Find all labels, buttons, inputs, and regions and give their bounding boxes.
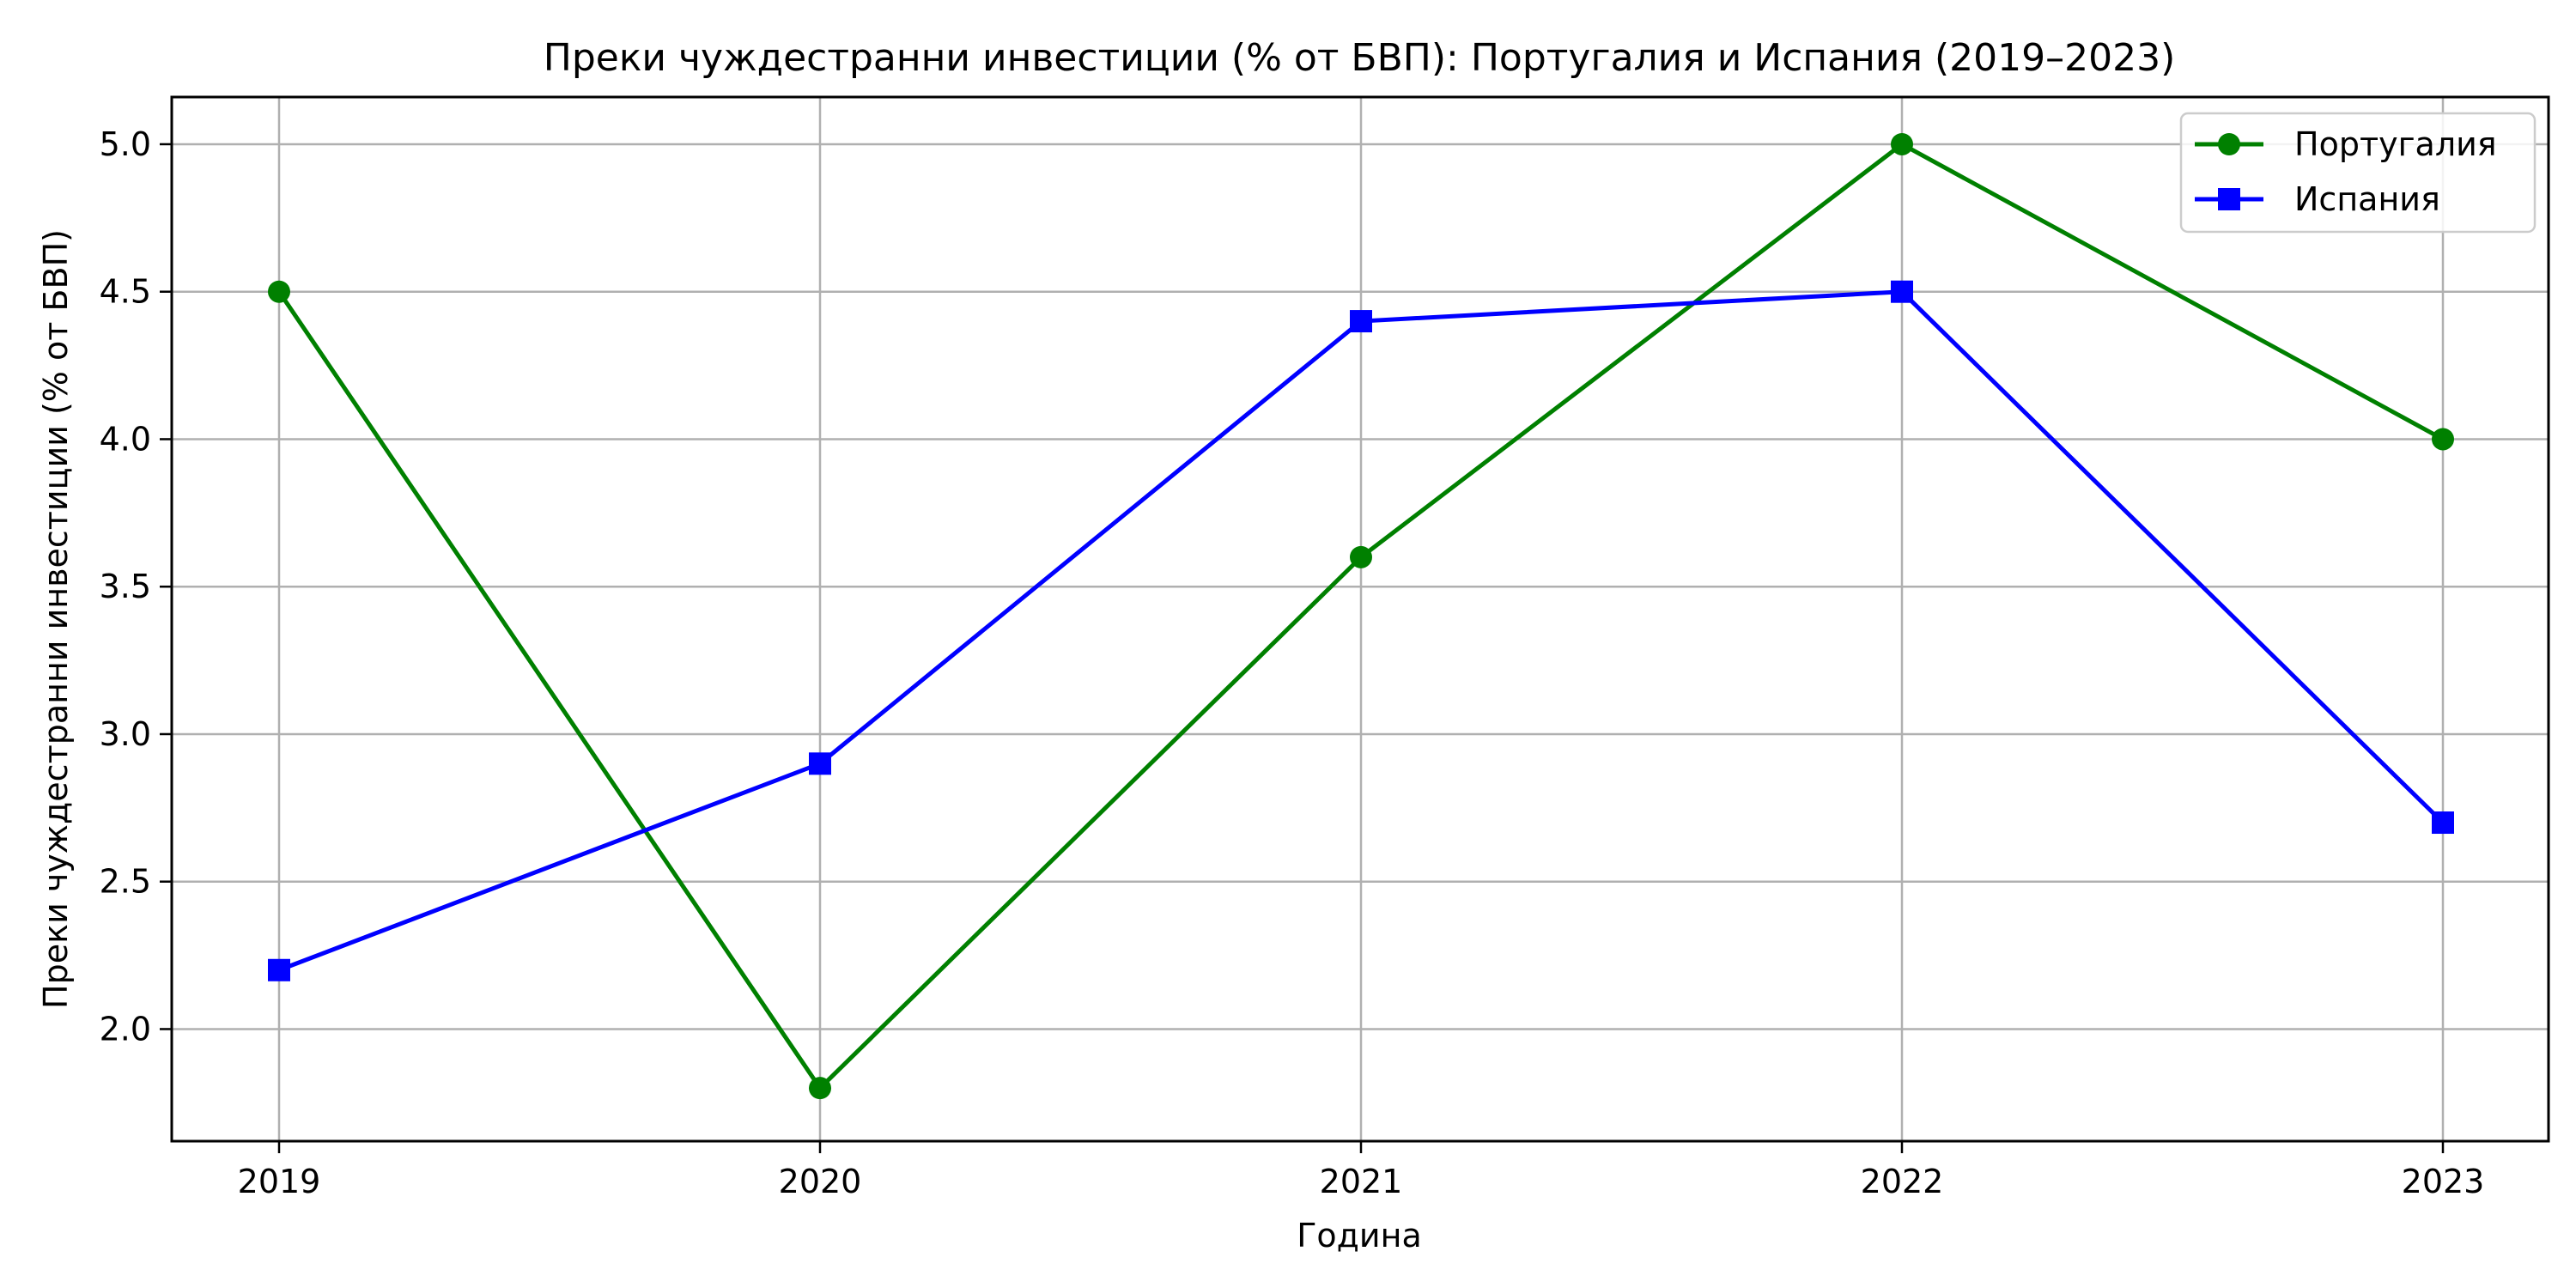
chart-title: Преки чуждестранни инвестиции (% от БВП)… [544,36,2175,80]
x-tick-label: 2021 [1320,1163,1403,1200]
y-axis-label: Преки чуждестранни инвестиции (% от БВП) [37,229,75,1009]
data-point-circle [268,280,290,303]
x-tick-label: 2023 [2402,1163,2485,1200]
data-point-circle [1350,545,1372,568]
legend-marker-square [2218,188,2240,210]
data-point-square [1891,280,1913,303]
legend-label: Испания [2294,180,2440,218]
gridlines [172,97,2549,1141]
x-tick-label: 2019 [238,1163,321,1200]
y-tick-label: 4.5 [100,273,151,311]
data-point-circle [809,1077,831,1100]
plot-frame [170,95,2550,1143]
data-point-square [2432,811,2454,835]
y-tick-label: 3.0 [100,715,151,753]
y-tick-label: 2.5 [100,863,151,901]
data-point-circle [2432,428,2454,451]
y-tick-label: 3.5 [100,568,151,605]
y-tick-label: 2.0 [100,1010,151,1048]
legend-marker-circle [2218,133,2240,155]
x-tick-label: 2020 [779,1163,862,1200]
y-tick-label: 4.0 [100,420,151,458]
data-series [268,132,2454,1100]
x-tick-label: 2022 [1861,1163,1944,1200]
data-point-circle [1891,132,1913,155]
data-point-square [268,958,290,981]
legend: Португалия Испания [2179,112,2537,234]
axis-ticks: 2019 2020 2021 2022 2023 2.0 2.5 3.0 3.5 4.0 4.5 5.… [100,125,2485,1200]
data-point-square [809,752,831,775]
x-axis-label: Година [1297,1217,1422,1255]
legend-box [2179,112,2537,234]
legend-label: Португалия [2294,125,2497,163]
data-point-square [1350,310,1372,333]
y-tick-label: 5.0 [100,125,151,163]
